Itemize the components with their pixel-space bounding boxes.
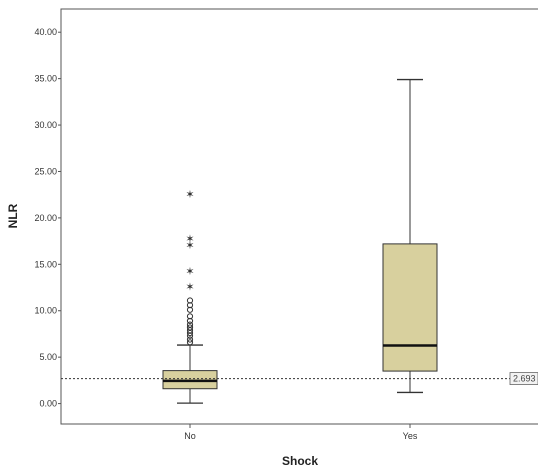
y-tick-label: 30.00 — [34, 120, 57, 130]
reference-line-group: 2.693 — [61, 372, 538, 385]
outlier-circle — [186, 302, 194, 309]
y-tick-label: 15.00 — [34, 259, 57, 269]
box-no: ✶✶✶✶✶ — [162, 188, 218, 404]
reference-line-label: 2.693 — [513, 374, 536, 384]
outlier-star: ✶ — [185, 265, 194, 278]
outlier-circle — [186, 317, 194, 325]
outlier-star: ✶ — [185, 188, 194, 201]
y-tick-label: 0.00 — [39, 399, 57, 409]
y-tick-label: 40.00 — [34, 27, 57, 37]
outlier-circle — [186, 297, 194, 304]
y-axis-title: NLR — [6, 203, 20, 228]
outlier-circle — [186, 339, 194, 346]
x-tick-label: No — [184, 431, 196, 441]
y-tick-label: 20.00 — [34, 213, 57, 223]
outlier-circle — [186, 313, 194, 320]
y-tick-label: 25.00 — [34, 166, 57, 176]
outlier-circle — [186, 336, 194, 343]
box-iqr — [382, 243, 438, 372]
boxes: ✶✶✶✶✶ — [162, 78, 438, 404]
outlier-circle — [186, 306, 194, 313]
outlier-star: ✶ — [185, 232, 194, 245]
y-tick-label: 5.00 — [39, 352, 57, 362]
x-axis-ticks: No Yes — [184, 424, 418, 441]
outlier-star: ✶ — [185, 281, 194, 294]
reference-line-label-box — [509, 372, 538, 385]
outlier-star: ✶ — [185, 239, 194, 252]
y-axis-ticks: 40.00 35.00 30.00 25.00 20.00 15.00 10.00 5.00 0… — [34, 27, 61, 409]
outlier-circle — [186, 324, 194, 331]
x-axis-title: Shock — [282, 454, 318, 468]
y-tick-label: 35.00 — [34, 74, 57, 84]
outlier-circle — [186, 321, 194, 328]
y-tick-label: 10.00 — [34, 306, 57, 316]
box-yes — [382, 78, 438, 394]
plot-area — [60, 8, 538, 425]
x-tick-label: Yes — [403, 431, 418, 441]
